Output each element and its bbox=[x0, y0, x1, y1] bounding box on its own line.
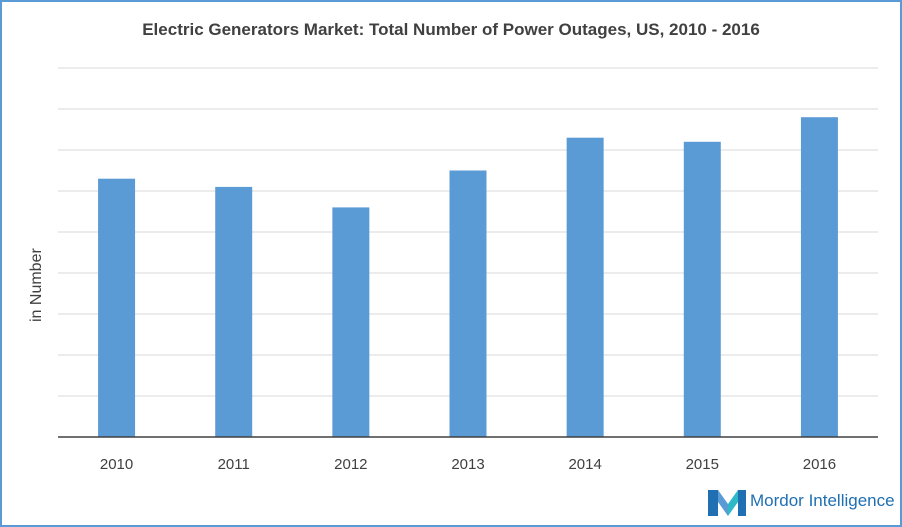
bar-2011 bbox=[215, 186, 253, 437]
bars bbox=[98, 117, 838, 438]
chart-title: Electric Generators Market: Total Number… bbox=[142, 20, 760, 39]
bar-2015 bbox=[683, 141, 721, 438]
x-tick-label-2015: 2015 bbox=[686, 456, 719, 473]
bar-2010 bbox=[98, 178, 136, 437]
mordor-intelligence-logo: Mordor Intelligence bbox=[708, 486, 895, 518]
x-tick-label-2013: 2013 bbox=[451, 456, 484, 473]
x-tick-label-2011: 2011 bbox=[218, 456, 250, 473]
x-tick-label-2014: 2014 bbox=[568, 456, 601, 473]
x-tick-label-2012: 2012 bbox=[334, 456, 367, 473]
x-tick-labels: 2010 2011 2012 2013 2014 2015 2016 bbox=[100, 456, 836, 473]
logo-text: Mordor Intelligence bbox=[750, 491, 895, 510]
bar-2014 bbox=[566, 137, 604, 437]
x-tick-label-2016: 2016 bbox=[803, 456, 836, 473]
bar-2012 bbox=[332, 207, 370, 437]
mordor-logo-icon bbox=[708, 490, 746, 516]
bar-2016 bbox=[800, 117, 838, 437]
x-tick-label-2010: 2010 bbox=[100, 456, 133, 473]
bar-2013 bbox=[449, 170, 487, 437]
